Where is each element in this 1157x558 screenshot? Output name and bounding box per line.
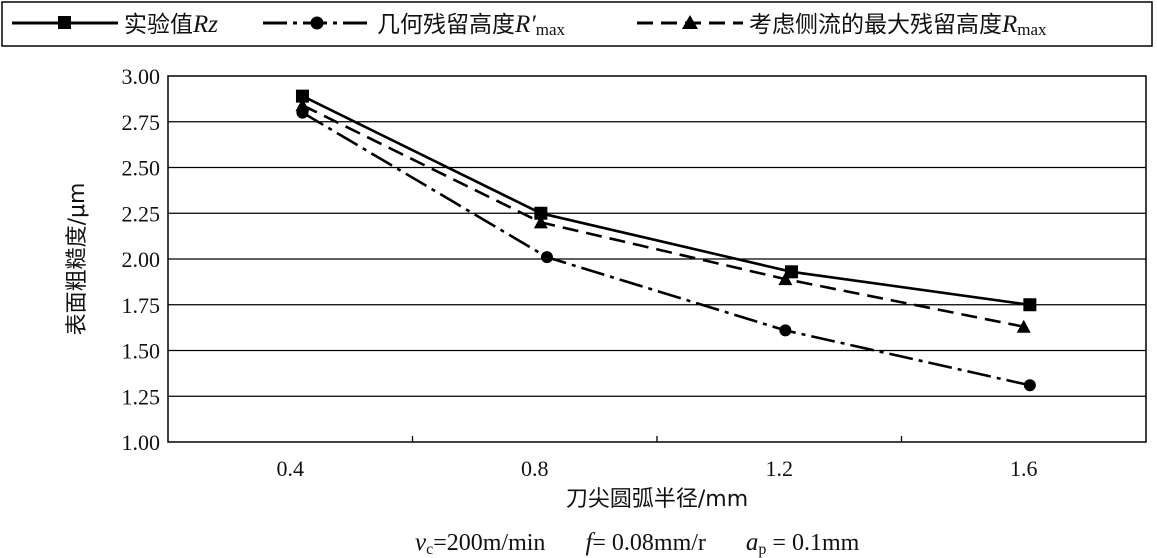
cond-f-value: = 0.08mm/r [592, 530, 706, 556]
data-point-triangle [533, 215, 548, 229]
series-line-circle [301, 111, 1031, 387]
cond-vc-value: =200m/min [433, 530, 545, 556]
legend: 实验值Rz 几何残留高度R′max 考虑侧流的最大残留高度Rmax [1, 1, 1153, 47]
data-point-triangle [778, 272, 793, 286]
y-tick-label: 2.25 [122, 201, 161, 226]
data-point-circle [540, 251, 553, 264]
cond-vc-symbol: v [415, 529, 427, 556]
legend-symbol-rest-experimental: z [207, 11, 218, 38]
y-tick-label: 2.75 [122, 110, 161, 135]
data-point-square [534, 206, 548, 220]
legend-symbol-main-geometric: R′ [514, 11, 536, 38]
legend-label-sideflow: 考虑侧流的最大残留高度 [749, 12, 1002, 38]
series-line-square [301, 94, 1031, 307]
legend-symbol-main-sideflow: R [1001, 11, 1017, 38]
gridlines [168, 121, 1146, 397]
y-tick-label: 1.00 [122, 430, 161, 455]
cond-vc-sub: c [426, 541, 433, 558]
y-tick-label: 3.00 [122, 64, 161, 89]
y-axis-label: 表面粗糙度/μm [65, 183, 90, 336]
x-tick-label: 1.2 [766, 456, 794, 481]
x-tick-label: 1.6 [1010, 456, 1038, 481]
y-tick-label: 2.00 [122, 247, 161, 272]
data-point-triangle [295, 98, 310, 112]
cond-ap-value: = 0.1mm [766, 530, 859, 556]
legend-item-sideflow: 考虑侧流的最大残留高度Rmax [637, 11, 1047, 39]
legend-frame [1, 1, 1153, 47]
data-point-square [295, 89, 309, 103]
y-tick-label: 1.50 [122, 339, 161, 364]
legend-symbol-sub-sideflow: max [1017, 20, 1047, 39]
svg-text:几何残留高度R′max: 几何残留高度R′max [377, 11, 566, 39]
legend-label-experimental: 实验值 [124, 12, 193, 38]
data-point-circle [1023, 379, 1036, 392]
x-tick-labels: 0.4 0.8 1.2 1.6 [277, 456, 1038, 481]
data-point-square [1023, 298, 1037, 312]
data-point-square [784, 265, 798, 279]
legend-item-experimental: 实验值Rz [12, 11, 218, 38]
series-triangle [295, 98, 1031, 333]
legend-marker-triangle [682, 15, 698, 29]
x-axis-label: 刀尖圆弧半径/mm [566, 487, 748, 512]
series-line-triangle [301, 104, 1025, 328]
cond-f-symbol: f [585, 529, 595, 556]
x-tick-label: 0.4 [277, 456, 305, 481]
y-tick-labels: 1.00 1.25 1.50 1.75 2.00 2.25 2.50 2.75 3.00 [122, 64, 161, 455]
cutting-conditions: vc=200m/min f= 0.08mm/r ap = 0.1mm [415, 529, 860, 558]
y-tick-label: 1.25 [122, 384, 161, 409]
legend-label-geometric: 几何残留高度 [377, 12, 515, 38]
cond-ap-symbol: a [746, 529, 759, 556]
x-tick-label: 0.8 [521, 456, 549, 481]
cond-ap-sub: p [758, 541, 766, 558]
legend-symbol-main-experimental: R [192, 11, 208, 38]
legend-marker-square [58, 16, 71, 29]
legend-marker-circle [310, 16, 324, 30]
data-point-triangle [1016, 319, 1031, 333]
data-point-circle [779, 324, 792, 337]
y-tick-label: 1.75 [122, 293, 161, 318]
series-group [295, 89, 1037, 392]
y-tick-label: 2.50 [122, 156, 161, 181]
svg-text:考虑侧流的最大残留高度Rmax: 考虑侧流的最大残留高度Rmax [749, 11, 1047, 39]
legend-symbol-sub-geometric: max [536, 20, 566, 39]
series-square [295, 89, 1037, 312]
x-tick-marks [411, 436, 903, 442]
svg-text:实验值Rz: 实验值Rz [124, 11, 218, 38]
legend-item-geometric: 几何残留高度R′max [263, 11, 566, 39]
